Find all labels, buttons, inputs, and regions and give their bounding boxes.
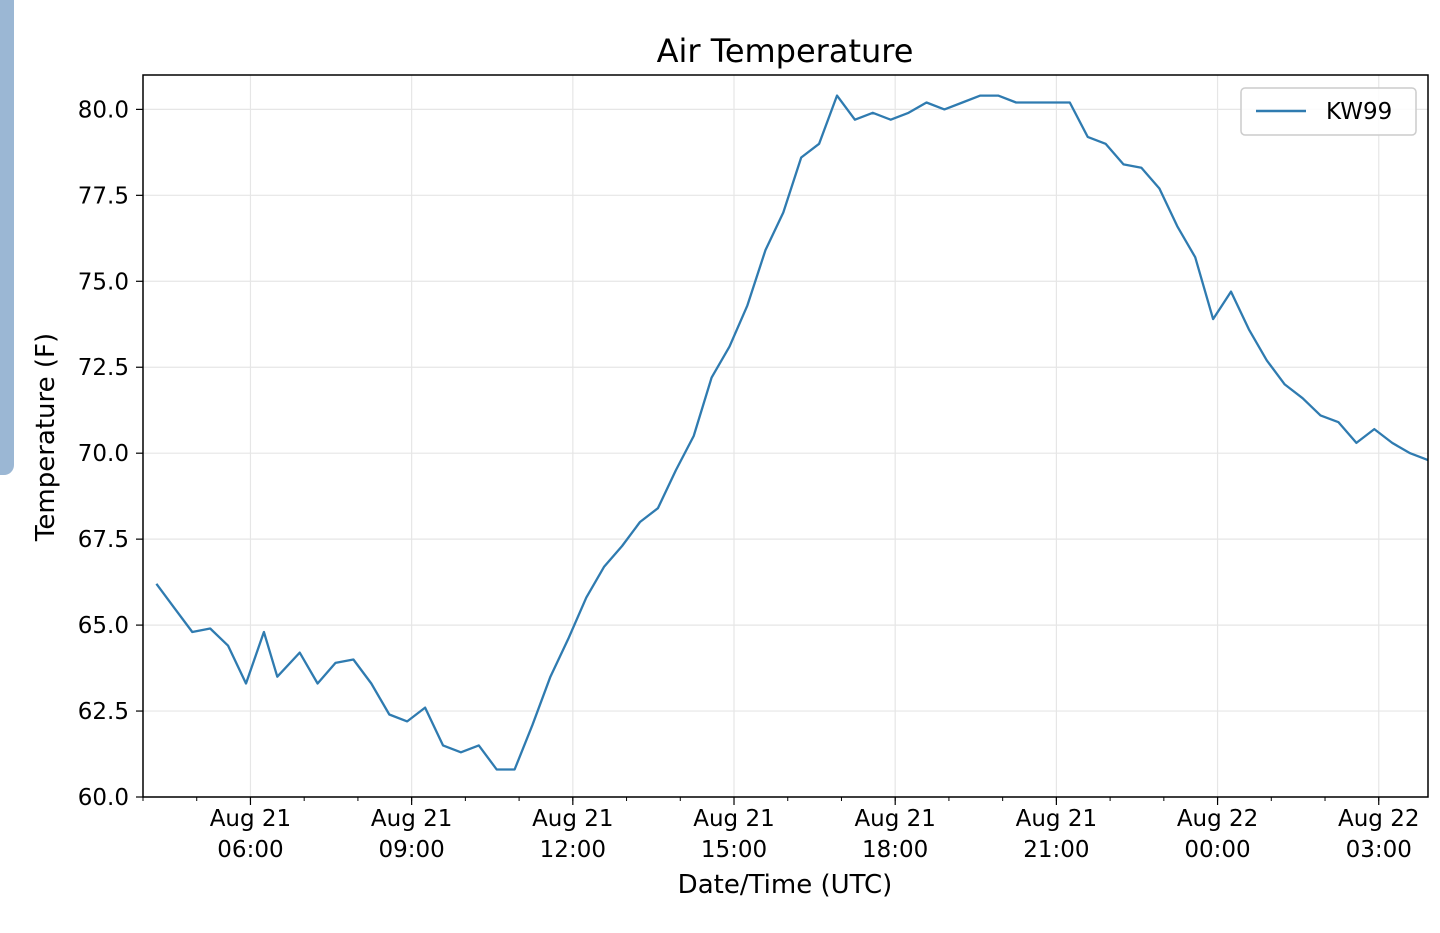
- x-tick-time-label: 18:00: [862, 837, 928, 863]
- legend-box: [1240, 87, 1417, 136]
- y-tick-label: 67.5: [78, 527, 129, 553]
- y-tick-label: 70.0: [78, 441, 129, 467]
- y-tick-label: 72.5: [78, 355, 129, 381]
- grid-lines: [143, 75, 1428, 798]
- x-axis-title: Date/Time (UTC): [678, 870, 893, 900]
- series-layer: [155, 94, 1429, 771]
- x-tick-time-label: 21:00: [1023, 837, 1089, 863]
- legend-label-kw99: KW99: [1326, 99, 1392, 125]
- series-line-kw99: [155, 94, 1429, 771]
- y-tick-label: 65.0: [78, 613, 129, 639]
- legend: KW99: [1240, 87, 1417, 136]
- x-tick-date-label: Aug 22: [1338, 806, 1420, 832]
- x-axis: Aug 21 06:00 Aug 21 09:00 Aug 21 12:00 Aug 21 1…: [142, 797, 1420, 863]
- y-tick-label: 60.0: [78, 785, 129, 811]
- x-tick-date-label: Aug 21: [1016, 806, 1098, 832]
- x-tick-date-label: Aug 22: [1177, 806, 1259, 832]
- x-tick-time-label: 00:00: [1184, 837, 1250, 863]
- y-axis: 60.0 62.5 65.0 67.5 70.0 72.5 75.0 77.5 80.0: [78, 97, 143, 811]
- x-tick-time-label: 06:00: [217, 837, 283, 863]
- x-tick-time-label: 09:00: [378, 837, 444, 863]
- x-tick-time-label: 15:00: [701, 837, 767, 863]
- chart-title: Air Temperature: [657, 32, 914, 70]
- y-tick-label: 80.0: [78, 97, 129, 123]
- x-tick-date-label: Aug 21: [693, 806, 775, 832]
- plot-frame: [142, 74, 1429, 798]
- y-tick-label: 75.0: [78, 269, 129, 295]
- side-panel-edge: [0, 0, 14, 475]
- x-tick-date-label: Aug 21: [371, 806, 453, 832]
- x-tick-date-label: Aug 21: [532, 806, 614, 832]
- x-tick-time-label: 12:00: [540, 837, 606, 863]
- x-tick-date-label: Aug 21: [210, 806, 292, 832]
- y-axis-title: Temperature (F): [31, 333, 61, 542]
- y-tick-label: 77.5: [78, 183, 129, 209]
- y-tick-label: 62.5: [78, 699, 129, 725]
- x-tick-date-label: Aug 21: [854, 806, 936, 832]
- x-tick-time-label: 03:00: [1346, 837, 1412, 863]
